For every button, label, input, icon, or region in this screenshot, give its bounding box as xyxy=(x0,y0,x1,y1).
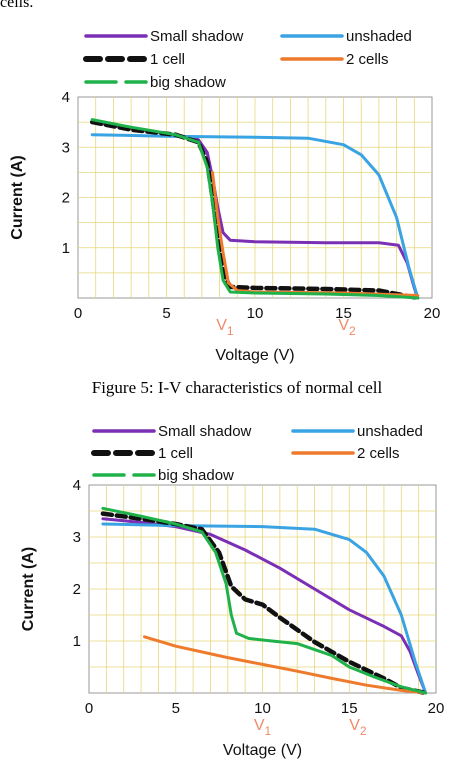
y-axis-label: Current (A) xyxy=(9,155,26,239)
legend-label-big-shadow: big shadow xyxy=(158,467,234,484)
v-marker-subscript: 1 xyxy=(227,324,234,338)
legend-label-one-cell: 1 cell xyxy=(158,445,193,462)
y-tick-label: 2 xyxy=(62,190,70,207)
x-tick-label: 10 xyxy=(247,305,264,322)
x-tick-label: 5 xyxy=(162,305,170,322)
y-tick-label: 4 xyxy=(73,477,81,494)
v-marker-letter: V xyxy=(338,317,349,334)
y-tick-label: 1 xyxy=(62,240,70,257)
v-marker-subscript: 1 xyxy=(264,724,271,738)
series-unshaded xyxy=(90,133,420,300)
series-big-shadow xyxy=(101,506,428,695)
legend-label-big-shadow: big shadow xyxy=(150,74,226,91)
x-axis-label: Voltage (V) xyxy=(215,347,294,364)
y-tick-label: 3 xyxy=(73,529,81,546)
series-unshaded xyxy=(101,522,428,695)
v-marker-letter: V xyxy=(349,717,360,734)
legend-label-small-shadow: Small shadow xyxy=(150,28,244,45)
legend-label-two-cells: 2 cells xyxy=(357,445,400,462)
legend-label-small-shadow: Small shadow xyxy=(158,423,252,440)
v-marker-2: V2 xyxy=(338,317,356,338)
v-marker-letter: V xyxy=(254,717,265,734)
x-tick-label: 5 xyxy=(172,700,180,717)
y-tick-label: 4 xyxy=(62,89,70,106)
legend-label-unshaded: unshaded xyxy=(346,28,412,45)
series-big-shadow xyxy=(90,118,420,300)
y-axis-label: Current (A) xyxy=(20,547,37,631)
v-marker-2: V2 xyxy=(349,717,367,738)
x-tick-label: 15 xyxy=(335,305,352,322)
top-text-fragment: cells. xyxy=(0,0,34,11)
legend-label-two-cells: 2 cells xyxy=(346,51,389,68)
v-marker-letter: V xyxy=(216,317,227,334)
x-tick-label: 15 xyxy=(341,700,358,717)
v-marker-1: V1 xyxy=(216,317,234,338)
v-marker-1: V1 xyxy=(254,717,272,738)
y-tick-label: 2 xyxy=(73,581,81,598)
v-marker-subscript: 2 xyxy=(360,724,367,738)
x-tick-label: 0 xyxy=(74,305,82,322)
legend-label-one-cell: 1 cell xyxy=(150,51,185,68)
x-axis-label: Voltage (V) xyxy=(223,742,302,759)
x-tick-label: 10 xyxy=(254,700,271,717)
v-marker-subscript: 2 xyxy=(349,324,356,338)
x-tick-label: 20 xyxy=(424,305,441,322)
x-tick-label: 20 xyxy=(428,700,445,717)
figure5-caption: Figure 5: I-V characteristics of normal … xyxy=(91,378,383,397)
x-tick-label: 0 xyxy=(85,700,93,717)
series-two-cells xyxy=(143,635,428,695)
legend-label-unshaded: unshaded xyxy=(357,423,423,440)
y-tick-label: 1 xyxy=(73,633,81,650)
y-tick-label: 3 xyxy=(62,139,70,156)
